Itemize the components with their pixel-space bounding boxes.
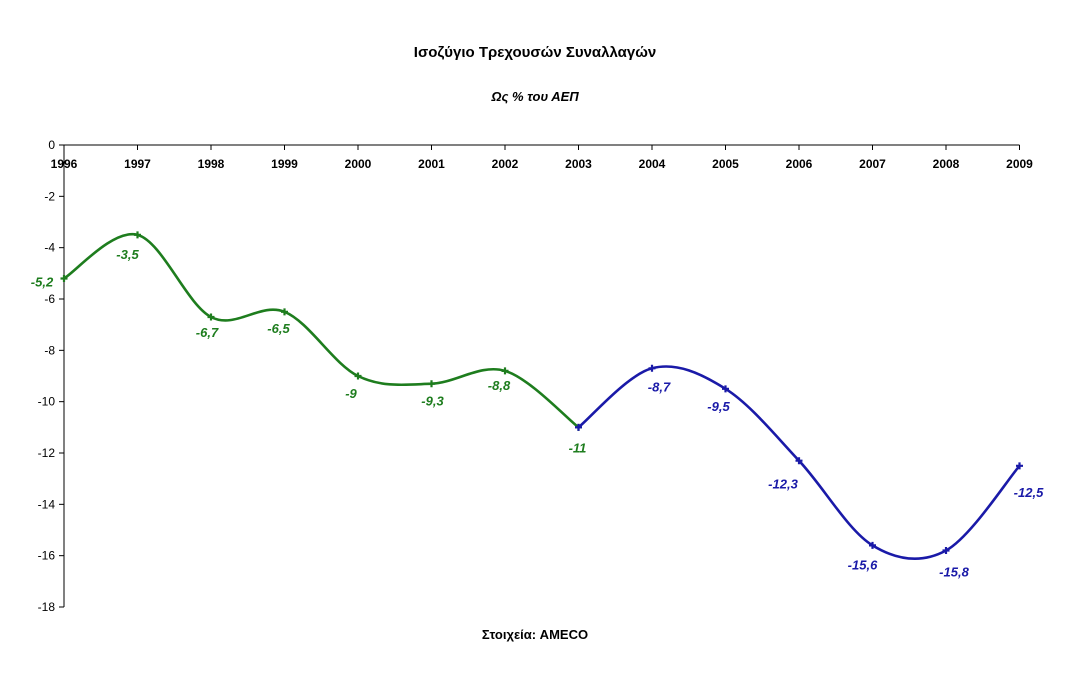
- data-label: -12,3: [768, 477, 798, 492]
- x-tick-label: 2008: [933, 157, 960, 171]
- x-tick-label: 2001: [418, 157, 445, 171]
- y-tick-label: -10: [38, 395, 56, 409]
- y-tick-label: -18: [38, 600, 56, 614]
- y-tick-label: -12: [38, 446, 56, 460]
- series-line: [63, 233, 580, 429]
- data-point: [281, 308, 288, 316]
- data-point: [501, 367, 509, 375]
- data-point: [428, 380, 435, 388]
- data-label: -6,5: [267, 321, 290, 336]
- y-tick-label: -4: [44, 241, 55, 255]
- x-tick-label: 1997: [124, 157, 151, 171]
- x-tick-label: 2004: [639, 157, 666, 171]
- data-label: -9,3: [421, 394, 444, 409]
- x-tick-label: 2000: [345, 157, 372, 171]
- y-tick-label: -14: [38, 497, 56, 511]
- x-tick-label: 2009: [1006, 157, 1033, 171]
- x-tick-label: 2007: [859, 157, 886, 171]
- data-label: -12,5: [1014, 485, 1044, 500]
- data-point: [60, 274, 68, 282]
- data-point: [795, 457, 803, 465]
- chart-subtitle: Ως % του ΑΕΠ: [491, 89, 579, 104]
- y-tick-label: -16: [38, 549, 56, 563]
- data-point: [134, 231, 141, 239]
- data-label: -8,7: [648, 379, 671, 394]
- data-label: -15,8: [939, 565, 969, 580]
- data-point: [648, 364, 656, 372]
- y-tick-label: 0: [48, 138, 55, 152]
- data-label: -3,5: [116, 247, 139, 262]
- x-tick-label: 1998: [198, 157, 225, 171]
- data-point: [942, 547, 950, 555]
- x-tick-label: 1999: [271, 157, 298, 171]
- data-label: -6,7: [196, 325, 219, 340]
- x-tick-label: 2002: [492, 157, 519, 171]
- data-point: [207, 313, 215, 321]
- x-tick-label: 2003: [565, 157, 592, 171]
- data-point: [869, 541, 876, 549]
- data-point: [722, 385, 729, 393]
- x-tick-label: 1996: [51, 157, 78, 171]
- y-tick-label: -6: [44, 292, 55, 306]
- data-point: [354, 372, 362, 380]
- data-label: -9: [345, 386, 357, 401]
- data-label: -5,2: [31, 274, 54, 289]
- x-tick-label: 2005: [712, 157, 739, 171]
- chart-footnote: Στοιχεία: AMECO: [481, 627, 589, 642]
- data-point: [1016, 462, 1023, 470]
- data-label: -8,8: [488, 378, 511, 393]
- y-tick-label: -8: [44, 343, 55, 357]
- data-point: [575, 423, 582, 431]
- data-label: -9,5: [707, 399, 730, 414]
- data-label: -15,6: [848, 557, 878, 572]
- y-tick-label: -2: [44, 189, 55, 203]
- chart-title: Ισοζύγιο Τρεχουσών Συναλλαγών: [413, 44, 657, 61]
- x-tick-label: 2006: [786, 157, 813, 171]
- data-label: -11: [569, 440, 587, 455]
